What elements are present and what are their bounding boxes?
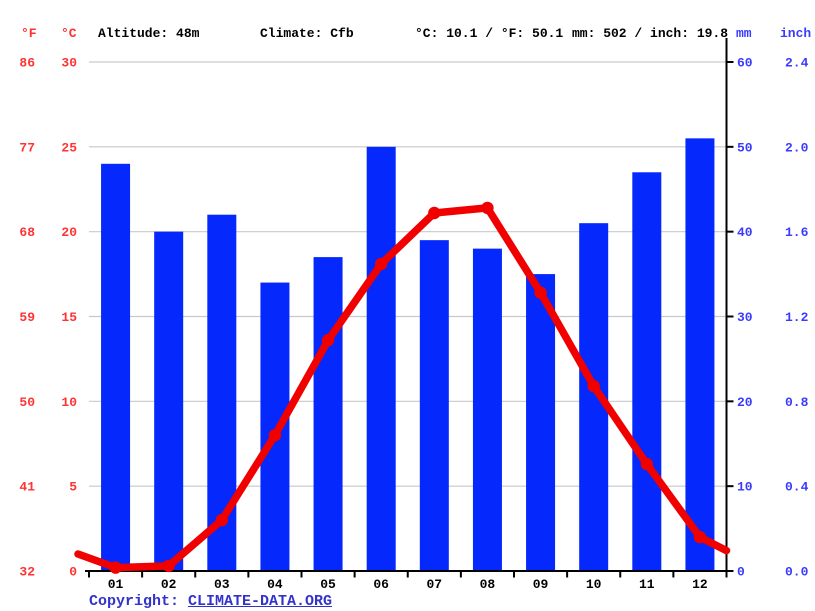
celsius-tick-label: 30	[61, 56, 77, 71]
month-label: 08	[480, 577, 496, 592]
inch-tick-label: 2.4	[785, 56, 809, 71]
bar-month-01	[101, 163, 131, 572]
celsius-tick-label: 20	[61, 225, 77, 240]
month-label: 03	[214, 577, 230, 592]
fahrenheit-tick-label: 59	[19, 310, 35, 325]
temp-point-10	[587, 379, 600, 393]
temp-point-01	[109, 561, 122, 574]
fahrenheit-tick-label: 77	[19, 140, 35, 155]
bar-month-09	[526, 274, 556, 571]
temp-point-08	[481, 201, 494, 215]
fahrenheit-tick-label: 68	[19, 225, 35, 240]
temp-point-03	[215, 513, 229, 527]
celsius-tick-label: 5	[69, 480, 77, 495]
fahrenheit-tick-label: 50	[19, 395, 35, 410]
fahrenheit-tick-label: 86	[19, 56, 35, 71]
mm-tick-label: 60	[737, 56, 753, 71]
copyright-line: Copyright: CLIMATE-DATA.ORG	[89, 593, 332, 610]
climate-class-label: Climate: Cfb	[260, 26, 354, 41]
bar-month-07	[419, 240, 449, 571]
copyright-prefix: Copyright:	[89, 593, 189, 610]
mm-tick-label: 40	[737, 225, 753, 240]
bar-month-08	[472, 248, 502, 571]
celsius-tick-label: 0	[69, 565, 77, 580]
temp-point-12	[693, 530, 707, 544]
mean-temperature-label: °C: 10.1 / °F: 50.1	[415, 26, 564, 41]
mm-tick-label: 30	[737, 310, 753, 325]
month-label: 05	[320, 577, 336, 592]
fahrenheit-tick-label: 41	[19, 480, 35, 495]
month-label: 09	[533, 577, 549, 592]
temp-point-02	[162, 559, 175, 573]
mm-tick-label: 20	[737, 395, 753, 410]
mm-tick-label: 0	[737, 565, 745, 580]
celsius-tick-label: 25	[61, 140, 77, 155]
mm-tick-label: 50	[737, 140, 753, 155]
month-label: 10	[586, 577, 602, 592]
month-label: 01	[108, 577, 124, 592]
annual-precip-label: mm: 502 / inch: 19.8	[572, 26, 729, 41]
climate-data-org-link[interactable]: CLIMATE-DATA.ORG	[188, 593, 333, 610]
inch-tick-label: 1.2	[785, 310, 809, 325]
bar-month-04	[260, 282, 290, 571]
temp-point-07	[428, 206, 441, 220]
bar-month-11	[632, 172, 662, 572]
inch-axis-header: inch	[780, 26, 812, 41]
month-label: 07	[427, 577, 443, 592]
inch-tick-label: 2.0	[785, 140, 809, 155]
temp-point-11	[640, 457, 654, 471]
bar-month-05	[313, 257, 343, 571]
celsius-tick-label: 15	[61, 310, 77, 325]
month-label: 02	[161, 577, 177, 592]
month-label: 12	[692, 577, 708, 592]
fahrenheit-axis-header: °F	[21, 26, 37, 41]
bar-month-02	[154, 231, 184, 571]
inch-tick-label: 1.6	[785, 225, 809, 240]
altitude-label: Altitude: 48m	[98, 26, 200, 41]
month-label: 04	[267, 577, 283, 592]
temp-point-06	[374, 257, 388, 271]
mm-tick-label: 10	[737, 480, 753, 495]
celsius-axis-header: °C	[61, 26, 77, 41]
mm-axis-header: mm	[736, 26, 752, 41]
inch-tick-label: 0.0	[785, 565, 809, 580]
bar-month-12	[685, 138, 715, 571]
temp-point-09	[534, 286, 547, 299]
temperature-line	[74, 204, 731, 572]
month-label: 06	[373, 577, 389, 592]
inch-tick-label: 0.4	[785, 480, 809, 495]
temp-point-04	[268, 429, 282, 442]
celsius-tick-label: 10	[61, 395, 77, 410]
fahrenheit-tick-label: 32	[19, 565, 35, 580]
inch-tick-label: 0.8	[785, 395, 809, 410]
temp-point-05	[321, 334, 335, 347]
bar-month-06	[366, 146, 396, 572]
month-label: 11	[639, 577, 655, 592]
